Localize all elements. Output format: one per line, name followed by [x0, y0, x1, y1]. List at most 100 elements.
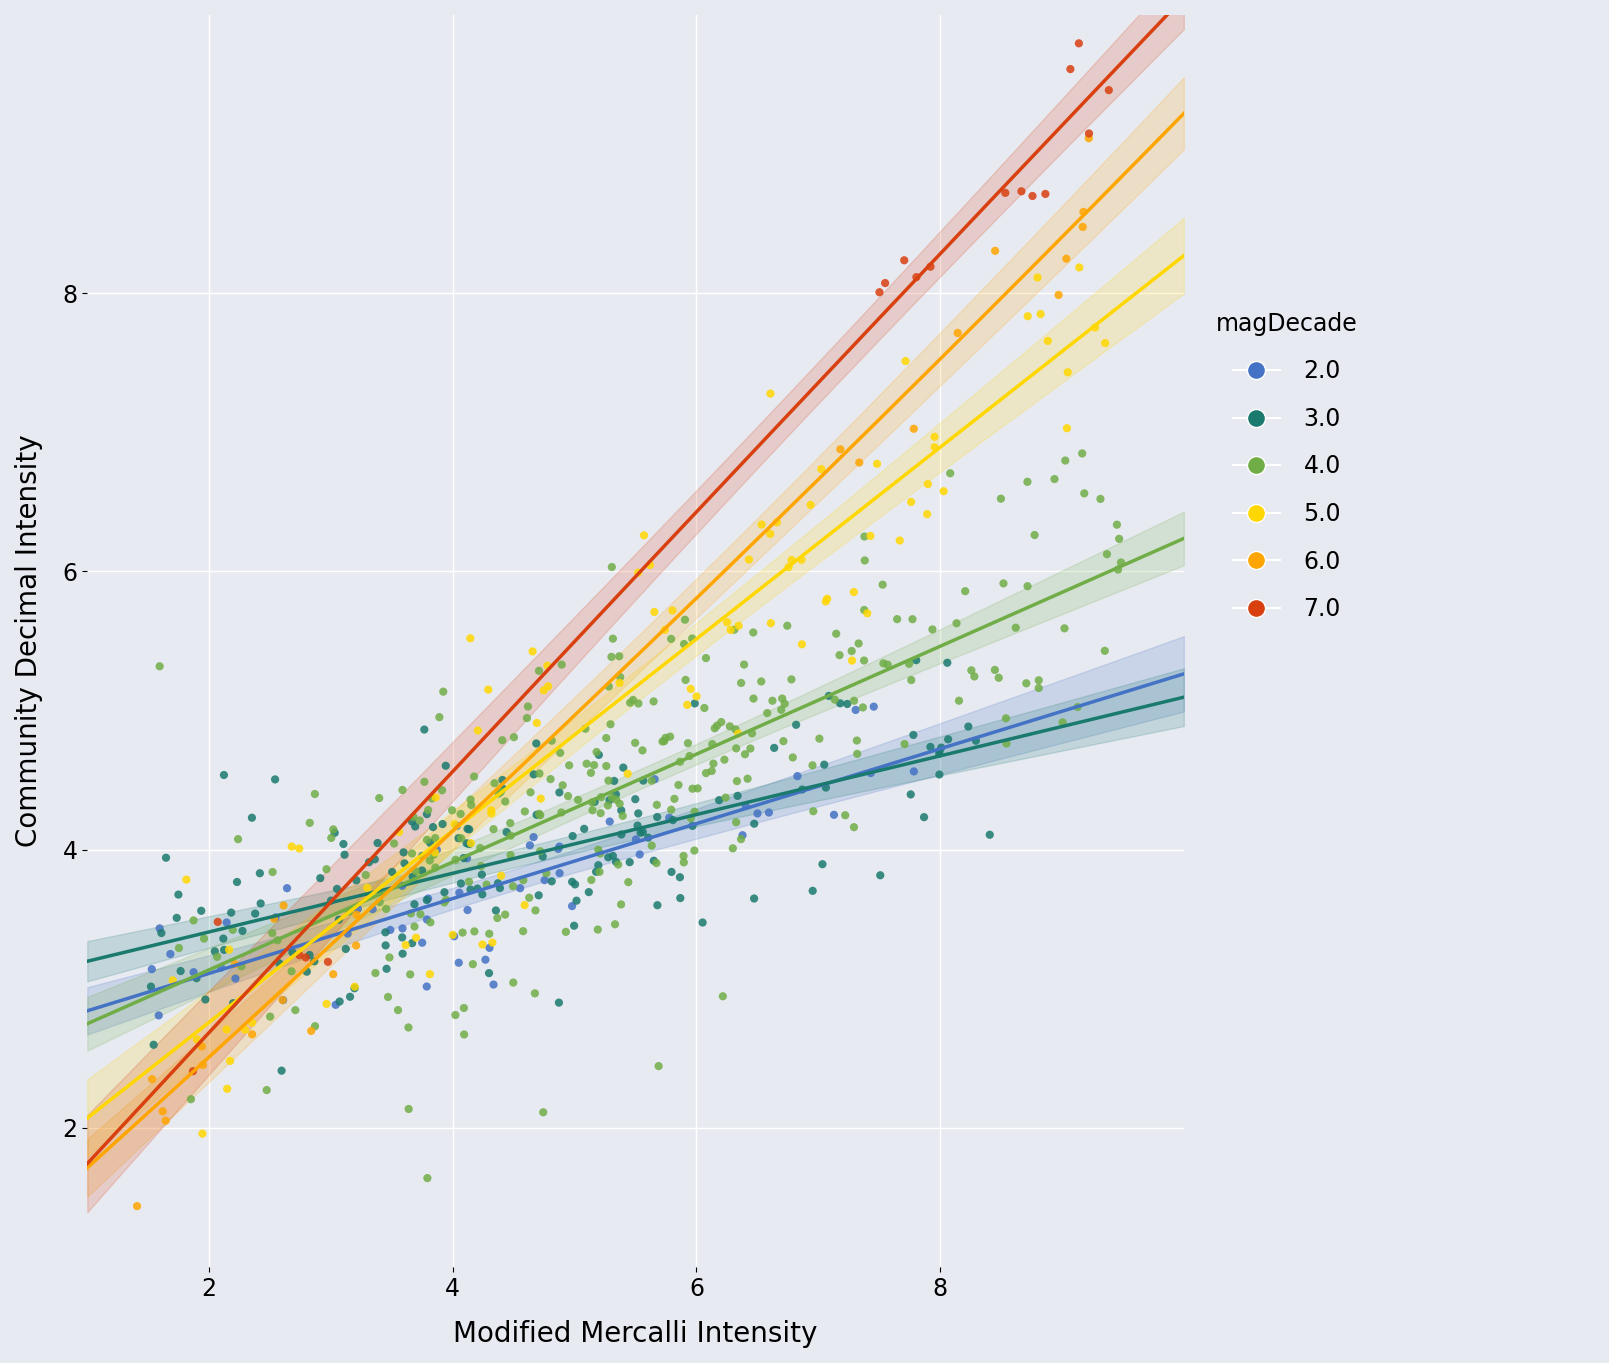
- Point: [319, 827, 344, 849]
- Point: [327, 991, 352, 1013]
- Point: [631, 770, 656, 792]
- Point: [595, 795, 621, 816]
- Point: [534, 863, 560, 885]
- Point: [772, 692, 798, 714]
- Point: [444, 815, 470, 837]
- Point: [391, 852, 417, 874]
- Point: [354, 876, 380, 898]
- Point: [705, 714, 730, 736]
- Point: [1109, 552, 1134, 574]
- Point: [214, 1018, 240, 1040]
- Point: [842, 581, 867, 602]
- Point: [1088, 488, 1113, 510]
- Point: [944, 322, 970, 343]
- Point: [420, 816, 446, 838]
- Point: [682, 801, 708, 823]
- Point: [800, 755, 825, 777]
- Point: [280, 942, 306, 964]
- Point: [780, 747, 806, 769]
- Point: [536, 676, 562, 698]
- Point: [642, 601, 668, 623]
- Point: [1027, 669, 1052, 691]
- Point: [845, 743, 870, 765]
- Point: [656, 725, 682, 747]
- Point: [481, 773, 507, 795]
- Point: [560, 825, 586, 846]
- Point: [259, 923, 285, 945]
- Point: [652, 619, 677, 641]
- Point: [623, 829, 648, 851]
- Point: [626, 803, 652, 825]
- Point: [597, 713, 623, 735]
- Point: [138, 976, 164, 998]
- Point: [510, 920, 536, 942]
- Point: [352, 864, 378, 886]
- Point: [520, 641, 545, 662]
- Point: [146, 1005, 172, 1026]
- Point: [534, 654, 560, 676]
- Point: [597, 789, 623, 811]
- Point: [320, 964, 346, 985]
- Point: [397, 964, 423, 985]
- Point: [489, 729, 515, 751]
- Point: [668, 751, 693, 773]
- Point: [439, 924, 465, 946]
- Point: [845, 729, 870, 751]
- Point: [526, 660, 552, 682]
- Point: [183, 1029, 209, 1051]
- Point: [462, 766, 488, 788]
- Y-axis label: Community Decimal Intensity: Community Decimal Intensity: [14, 435, 43, 848]
- Point: [645, 894, 671, 916]
- Point: [1028, 303, 1054, 324]
- Point: [555, 785, 581, 807]
- Point: [595, 676, 621, 698]
- Point: [679, 778, 705, 800]
- Point: [270, 990, 296, 1011]
- Point: [597, 811, 623, 833]
- Point: [228, 955, 254, 977]
- Point: [993, 181, 1018, 203]
- Point: [628, 844, 653, 866]
- Point: [748, 671, 774, 692]
- Point: [640, 691, 666, 713]
- Point: [842, 816, 867, 838]
- Point: [690, 912, 716, 934]
- Point: [677, 807, 703, 829]
- Point: [1046, 284, 1072, 305]
- Point: [607, 645, 632, 667]
- Point: [528, 788, 553, 810]
- Point: [761, 737, 787, 759]
- Point: [922, 425, 948, 447]
- Point: [278, 836, 304, 857]
- Point: [320, 818, 346, 840]
- Point: [459, 795, 484, 816]
- Point: [608, 800, 634, 822]
- Point: [671, 634, 697, 656]
- Point: [441, 925, 467, 947]
- Point: [274, 878, 299, 900]
- Point: [917, 736, 943, 758]
- Point: [607, 793, 632, 815]
- Point: [1002, 617, 1028, 639]
- Point: [492, 791, 518, 812]
- Point: [442, 1005, 468, 1026]
- Point: [217, 1050, 243, 1071]
- Point: [756, 801, 782, 823]
- Point: [813, 777, 838, 799]
- Point: [414, 909, 439, 931]
- Point: [891, 249, 917, 271]
- Point: [732, 743, 758, 765]
- Point: [526, 885, 552, 906]
- Point: [488, 878, 513, 900]
- Point: [901, 724, 927, 746]
- Point: [671, 852, 697, 874]
- Point: [724, 785, 750, 807]
- Point: [183, 968, 209, 990]
- Point: [991, 572, 1017, 594]
- Point: [262, 769, 288, 791]
- Point: [729, 825, 755, 846]
- Point: [423, 786, 449, 808]
- Point: [615, 871, 640, 893]
- Point: [758, 523, 784, 545]
- Point: [721, 619, 747, 641]
